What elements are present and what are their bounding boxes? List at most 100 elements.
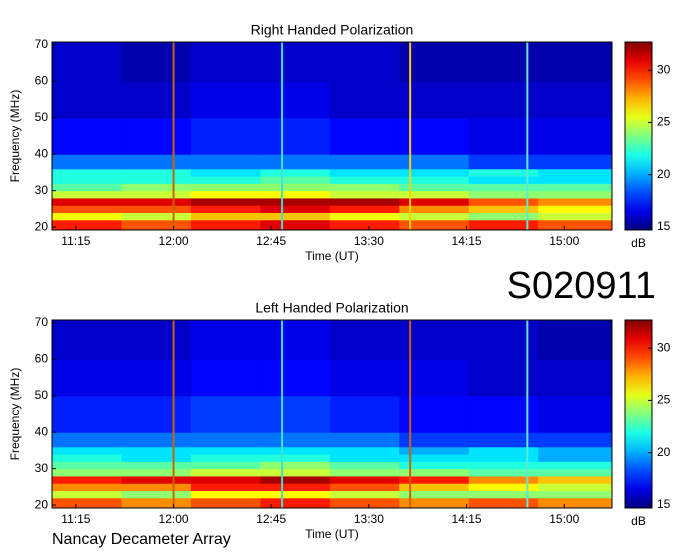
cell — [260, 483, 331, 492]
cell — [399, 190, 470, 199]
cell — [190, 320, 261, 360]
cell — [538, 205, 613, 214]
cell — [121, 475, 192, 484]
cell — [399, 176, 470, 184]
cell — [190, 81, 261, 119]
cell — [260, 205, 331, 214]
cell — [468, 497, 539, 509]
x-tick-label: 12:45 — [256, 512, 286, 526]
x-tick-label: 11:15 — [61, 512, 90, 526]
cell — [52, 468, 122, 477]
cell — [329, 176, 400, 184]
cell — [399, 205, 470, 214]
cell — [468, 205, 539, 214]
cell — [538, 154, 613, 170]
cell — [260, 219, 331, 231]
cell — [52, 219, 122, 231]
cell — [399, 490, 470, 499]
cell — [121, 490, 192, 499]
x-tick-label: 12:45 — [256, 234, 286, 248]
colorbar-tick-label: 25 — [657, 393, 671, 407]
x-tick-label: 14:15 — [452, 512, 482, 526]
cell — [538, 219, 613, 231]
y-tick-label: 70 — [35, 315, 49, 329]
cell — [399, 219, 470, 231]
cell — [121, 446, 192, 455]
cell — [121, 359, 192, 397]
cell — [468, 219, 539, 231]
cell — [538, 168, 613, 177]
cell — [190, 359, 261, 397]
cell — [121, 168, 192, 177]
cell — [121, 432, 192, 448]
cell — [329, 490, 400, 499]
cell — [121, 117, 192, 155]
cell — [260, 183, 331, 192]
cell — [399, 454, 470, 462]
cell — [329, 446, 400, 455]
cell — [329, 395, 400, 433]
cell — [329, 432, 400, 448]
cell — [52, 497, 122, 509]
cell — [52, 176, 122, 184]
y-tick-label: 50 — [35, 110, 49, 124]
cell — [538, 197, 613, 206]
cell — [329, 183, 400, 192]
cell — [260, 468, 331, 477]
cell — [399, 168, 470, 177]
cell — [260, 475, 331, 484]
colorbar-tick-label: 15 — [657, 219, 671, 233]
colorbar-tick-label: 20 — [657, 167, 671, 181]
cell — [538, 468, 613, 477]
cell — [190, 197, 261, 206]
colorbar — [624, 41, 653, 231]
cell — [190, 176, 261, 184]
cell — [121, 42, 192, 82]
plot-frame — [51, 41, 613, 231]
cell — [468, 197, 539, 206]
y-tick-label: 40 — [35, 146, 49, 160]
cell — [538, 81, 613, 119]
cell — [260, 490, 331, 499]
colorbar-tick-label: 20 — [657, 445, 671, 459]
cell — [538, 446, 613, 455]
cell — [52, 168, 122, 177]
cell — [329, 359, 400, 397]
cell — [52, 446, 122, 455]
cell — [121, 154, 192, 170]
cell — [190, 395, 261, 433]
x-tick-label: 12:00 — [159, 234, 189, 248]
cell — [538, 432, 613, 448]
cell — [121, 176, 192, 184]
cell — [399, 212, 470, 221]
cell — [468, 183, 539, 192]
y-tick-label: 70 — [35, 37, 49, 51]
cell — [468, 168, 539, 177]
chart-title: Left Handed Polarization — [255, 300, 408, 316]
cell — [538, 497, 613, 509]
cell — [260, 359, 331, 397]
y-tick-label: 30 — [35, 461, 49, 475]
cell — [399, 446, 470, 455]
cell — [468, 461, 539, 470]
cell — [52, 475, 122, 484]
cell — [121, 454, 192, 462]
y-tick-label: 60 — [35, 352, 49, 366]
cell — [121, 205, 192, 214]
cell — [260, 197, 331, 206]
cell — [399, 497, 470, 509]
cell — [190, 190, 261, 199]
x-tick-label: 11:15 — [61, 234, 90, 248]
cell — [52, 432, 122, 448]
cell — [52, 490, 122, 499]
cell — [190, 42, 261, 82]
y-tick-label: 30 — [35, 183, 49, 197]
x-tick-label: 13:30 — [354, 512, 384, 526]
cell — [190, 490, 261, 499]
cell — [468, 432, 539, 448]
cell — [538, 190, 613, 199]
cell — [538, 490, 613, 499]
cell — [52, 212, 122, 221]
cell — [260, 168, 331, 177]
cell — [121, 219, 192, 231]
